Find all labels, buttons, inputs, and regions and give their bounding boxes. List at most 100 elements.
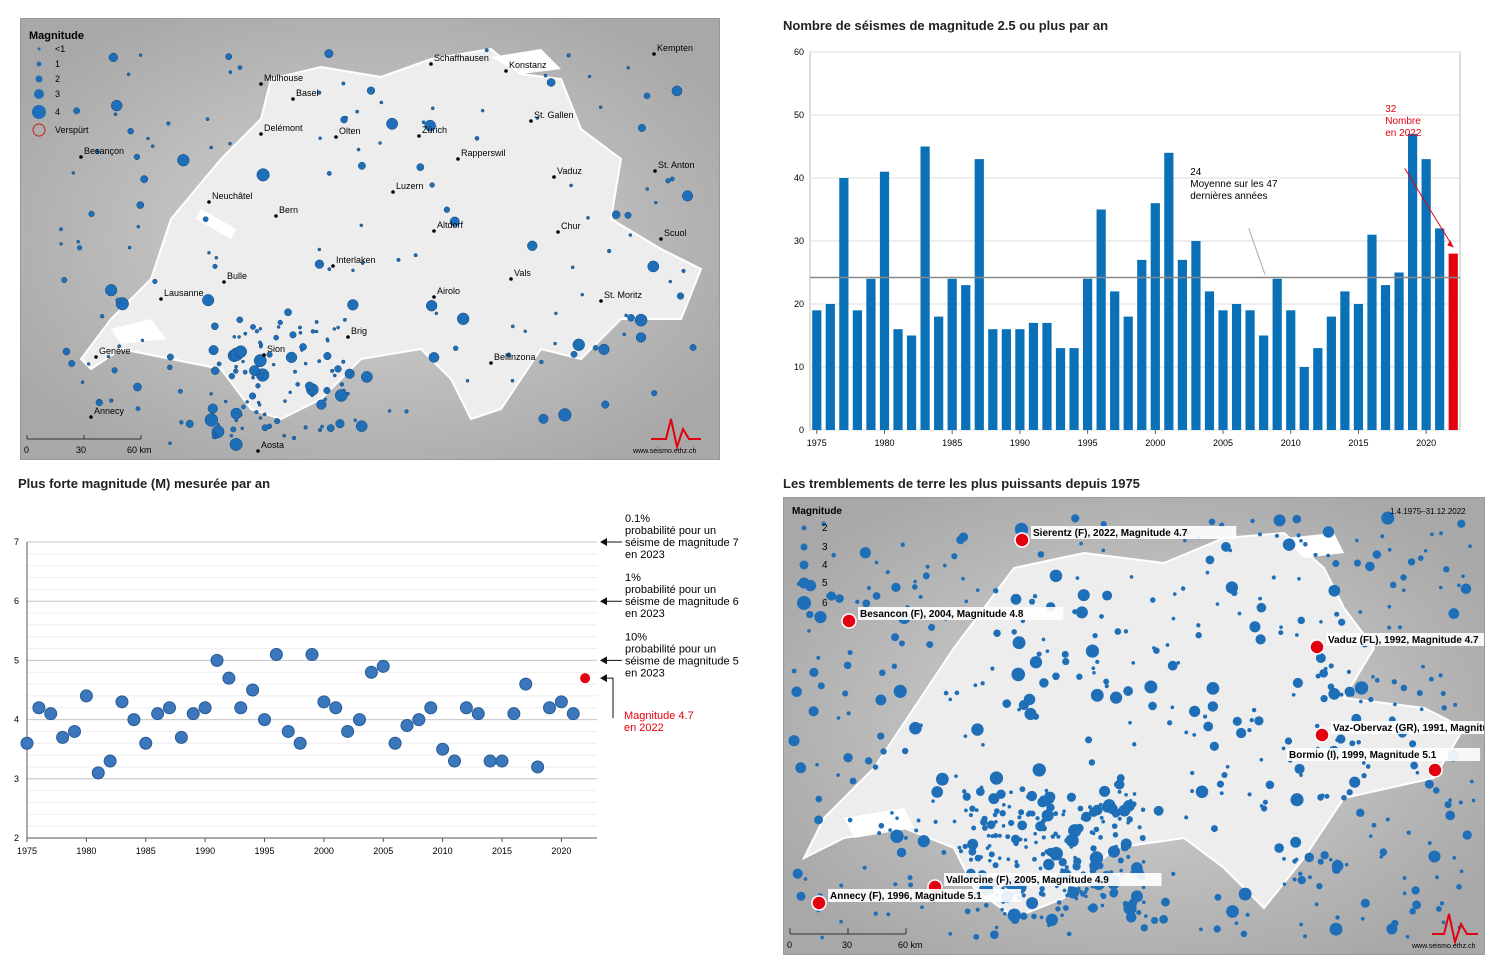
event-label: Vallorcine (F), 2005, Magnitude 4.9 — [946, 875, 1109, 886]
epicenter — [1207, 701, 1219, 712]
epicenter — [347, 299, 359, 311]
epicenter — [360, 261, 365, 265]
epicenter — [266, 351, 273, 358]
epicenter — [336, 325, 340, 330]
bar — [1096, 209, 1106, 430]
epicenter — [1281, 746, 1286, 751]
epicenter — [820, 935, 825, 940]
epicenter — [961, 576, 965, 581]
epicenter — [622, 332, 627, 337]
map1-felt-label: Verspürt — [55, 125, 89, 135]
city-label: Basel — [296, 88, 319, 98]
epicenter — [332, 327, 337, 331]
epicenter — [249, 365, 260, 377]
epicenter — [1240, 930, 1248, 938]
epicenter — [942, 563, 947, 568]
epicenter — [864, 757, 873, 765]
epicenter — [877, 831, 882, 836]
epicenter — [1409, 908, 1416, 915]
epicenter — [1062, 657, 1070, 666]
city-label: St. Anton — [658, 160, 695, 170]
epicenter — [1469, 779, 1474, 784]
epicenter — [510, 324, 515, 329]
epicenter — [318, 136, 322, 141]
city-marker — [94, 355, 98, 359]
epicenter — [900, 542, 905, 547]
epicenter — [925, 564, 930, 569]
epicenter — [1031, 913, 1037, 920]
city-label: Rapperswil — [461, 148, 506, 158]
epicenter — [1320, 695, 1328, 703]
epicenter — [1032, 856, 1037, 862]
epicenter — [1076, 673, 1083, 680]
point — [151, 707, 165, 721]
epicenter — [890, 811, 894, 815]
epicenter — [626, 66, 630, 70]
epicenter — [948, 931, 953, 936]
epicenter — [323, 352, 332, 361]
epicenter — [1136, 910, 1142, 916]
epicenter — [1132, 742, 1137, 747]
epicenter — [1024, 845, 1028, 849]
bar — [974, 159, 984, 430]
map1-felt-symbol — [32, 123, 46, 137]
epicenter — [1292, 858, 1297, 864]
epicenter — [1102, 590, 1113, 601]
x-tick-label: 1980 — [874, 438, 894, 448]
epicenter — [295, 382, 301, 387]
epicenter — [1324, 793, 1330, 799]
epicenter — [1018, 699, 1029, 711]
point — [20, 736, 34, 750]
epicenter — [207, 403, 218, 414]
epicenter — [1308, 875, 1312, 880]
bar — [1408, 133, 1418, 430]
point — [424, 701, 438, 715]
epicenter — [1346, 789, 1353, 796]
city-marker — [391, 190, 395, 194]
epicenter — [323, 386, 331, 394]
epicenter — [637, 123, 646, 132]
city-marker — [346, 335, 350, 339]
epicenter — [1365, 764, 1371, 769]
epicenter — [424, 119, 436, 132]
epicenter — [1284, 737, 1293, 745]
point — [483, 754, 497, 768]
epicenter — [251, 375, 255, 380]
epicenter — [1190, 770, 1195, 776]
epicenter — [859, 547, 871, 559]
probability-annotation: séisme de magnitude 7 — [625, 537, 739, 549]
epicenter — [1011, 834, 1021, 844]
epicenter — [1430, 532, 1434, 537]
epicenter — [627, 314, 635, 322]
epicenter — [990, 930, 999, 940]
epicenter — [993, 588, 999, 594]
city-label: Bern — [279, 205, 298, 215]
epicenter — [1282, 856, 1286, 861]
y-tick-label: 20 — [794, 299, 804, 309]
epicenter — [981, 825, 988, 831]
epicenter — [111, 367, 118, 374]
epicenter — [957, 845, 962, 850]
major-event-marker — [841, 613, 857, 629]
y-tick-label: 30 — [794, 236, 804, 246]
epicenter — [1026, 897, 1039, 910]
epicenter — [815, 762, 819, 767]
epicenter — [136, 201, 145, 209]
epicenter — [1130, 913, 1134, 918]
epicenter — [1457, 583, 1461, 588]
map2-legend-label: 4 — [822, 560, 828, 571]
epicenter — [330, 368, 335, 373]
epicenter — [956, 535, 965, 545]
city-label: Interlaken — [336, 255, 376, 265]
map1-legend-label: 3 — [55, 89, 60, 99]
epicenter — [1101, 819, 1106, 824]
map1-legend-title: Magnitude — [29, 30, 84, 42]
epicenter — [1039, 678, 1049, 688]
epicenter — [334, 365, 342, 373]
epicenter — [872, 592, 881, 600]
epicenter — [150, 144, 155, 149]
epicenter — [1298, 871, 1303, 877]
epicenter — [1190, 789, 1195, 794]
bar — [879, 171, 890, 430]
x-tick-label: 2010 — [1281, 438, 1301, 448]
